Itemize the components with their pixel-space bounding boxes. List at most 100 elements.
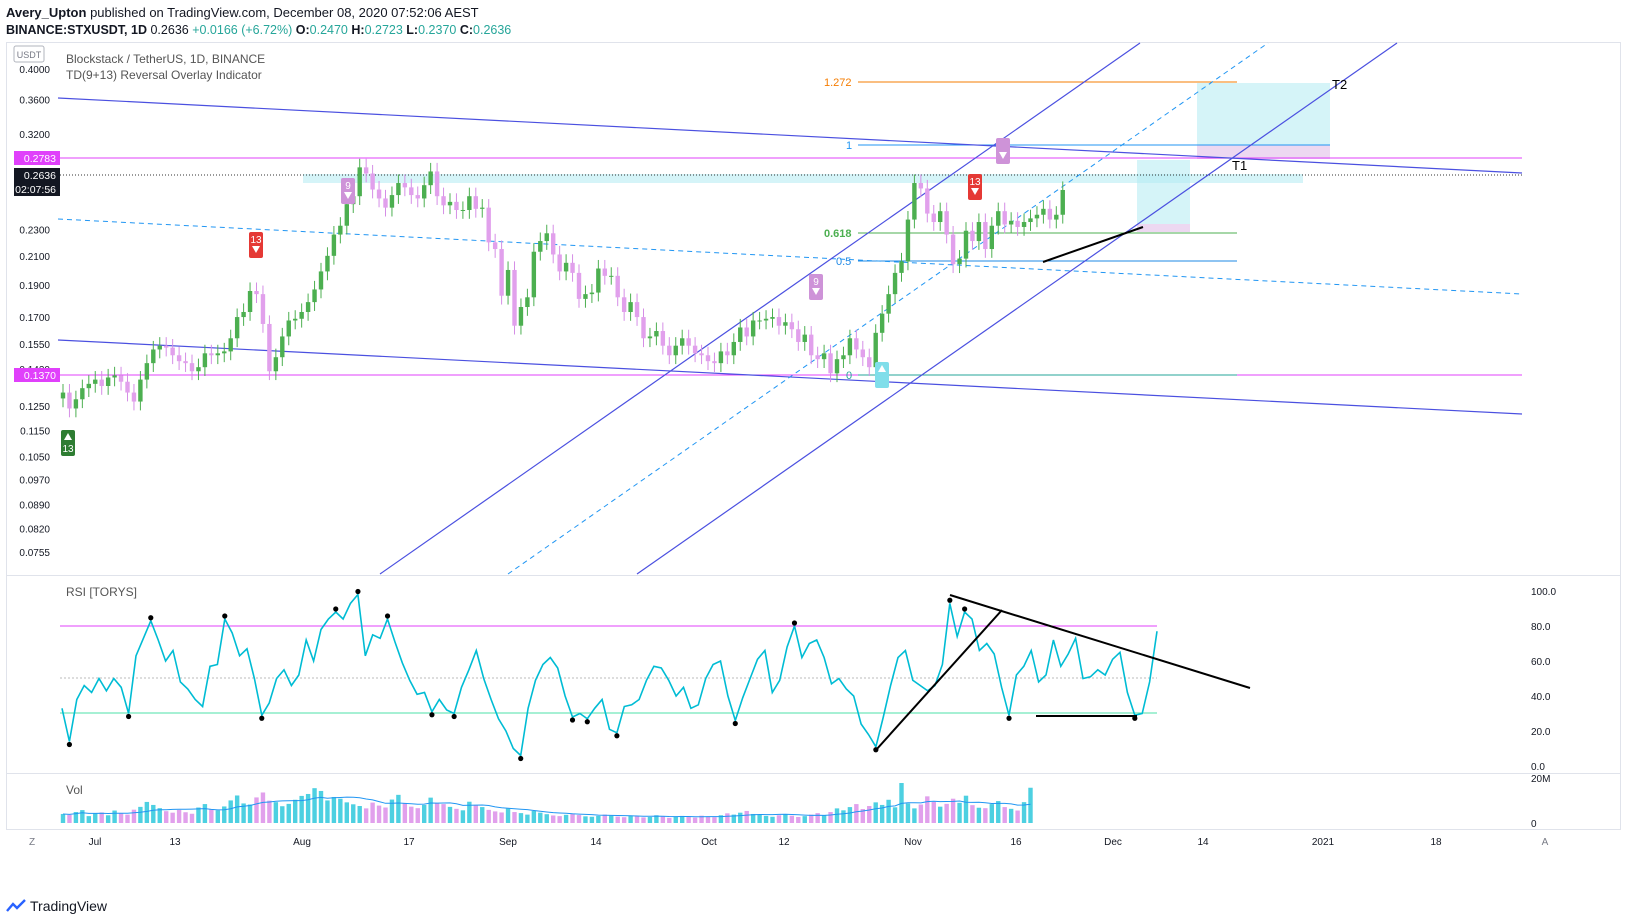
volume-bar — [305, 793, 311, 823]
footer-brand[interactable]: TradingView — [6, 898, 107, 914]
candle-body — [938, 211, 943, 223]
volume-bar — [738, 812, 743, 823]
candle-body — [738, 327, 743, 342]
support-price-label: 0.1370 — [24, 370, 56, 382]
ascending-channel-bottom[interactable] — [636, 42, 1398, 575]
candle-body — [80, 388, 85, 400]
volume-bar — [293, 799, 298, 823]
volume-bar — [267, 800, 272, 823]
candle-body — [234, 317, 240, 339]
candle-body — [164, 345, 169, 348]
candle-body — [202, 353, 208, 368]
time-tick-label: 14 — [590, 837, 602, 848]
candle-body — [757, 320, 762, 322]
volume-pane[interactable] — [6, 773, 1621, 830]
candle-body — [692, 345, 698, 354]
descending-channel-top[interactable] — [57, 97, 1523, 174]
candles[interactable] — [60, 158, 1065, 418]
volume-bar — [260, 792, 266, 823]
candle-body — [499, 249, 504, 296]
rsi-trend-down[interactable] — [949, 594, 1251, 689]
time-tick-label: Aug — [293, 837, 311, 848]
candle-body — [1047, 208, 1053, 220]
candle-body — [1015, 220, 1020, 227]
volume-bar — [286, 803, 291, 823]
volume-axis[interactable]: 20M 0 — [1531, 774, 1550, 830]
rsi-pivot-dot — [614, 733, 620, 739]
candle-body — [254, 291, 259, 295]
pane-title: Blockstack / TetherUS, 1D, BINANCE — [66, 52, 266, 66]
td-marker-9-sell[interactable] — [996, 138, 1010, 164]
volume-bar — [499, 812, 504, 823]
candle-body — [222, 351, 227, 354]
candle-body — [667, 345, 672, 356]
price-tick-label: 0.1550 — [19, 340, 50, 351]
candle-body — [634, 302, 640, 318]
candle-body — [615, 275, 620, 298]
candle-body — [1008, 220, 1014, 225]
volume-bar — [409, 806, 414, 823]
td-marker-13-sell[interactable]: 13 — [249, 232, 263, 258]
ascending-channel-top[interactable] — [379, 42, 1141, 575]
volume-bar — [80, 810, 85, 823]
timezone-icon[interactable]: Z — [29, 837, 35, 848]
volume-bar — [609, 815, 614, 823]
volume-bar — [931, 801, 936, 823]
volume-bar — [834, 808, 840, 823]
volume-bar — [621, 817, 627, 823]
author-name[interactable]: Avery_Upton — [6, 5, 87, 20]
rsi-trend-up[interactable] — [875, 609, 1003, 751]
volume-tick-label: 20M — [1531, 774, 1550, 785]
volume-bar — [183, 812, 188, 823]
candle-body — [241, 311, 246, 318]
volume-bar — [299, 795, 304, 823]
candle-body — [286, 320, 291, 337]
candle-body — [331, 234, 337, 256]
auto-scale-icon[interactable]: A — [1542, 837, 1549, 848]
rsi-pivot-dot — [451, 713, 457, 720]
volume-bar — [492, 811, 498, 823]
volume-bar — [634, 816, 640, 823]
volume-bars — [60, 783, 1033, 823]
volume-bar — [241, 803, 246, 823]
candle-body — [1034, 214, 1040, 219]
volume-bar — [744, 810, 749, 823]
rsi-axis[interactable]: 100.0 80.0 60.0 40.0 20.0 0.0 — [1531, 587, 1556, 773]
candle-body — [744, 327, 749, 337]
rsi-tick-label: 80.0 — [1531, 622, 1551, 633]
fib-label-0618: 0.618 — [824, 228, 852, 240]
time-axis[interactable]: Jul 13 Aug 17 Sep 14 Oct 12 Nov 16 Dec 14 2021 18 — [89, 837, 1442, 848]
td-marker-9-sell[interactable]: 9 — [341, 178, 355, 204]
td-marker-9-sell[interactable]: 9 — [809, 274, 823, 300]
candle-body — [963, 230, 969, 259]
td-marker-13-buy[interactable]: 13 — [61, 430, 75, 456]
rsi-pivot-dot — [66, 741, 72, 748]
td-marker-13-sell[interactable]: 13 — [968, 174, 982, 200]
candle-body — [725, 351, 730, 356]
td-marker-9-buy[interactable] — [875, 362, 889, 388]
target-zone-t1 — [1137, 160, 1190, 224]
candle-body — [705, 355, 711, 362]
volume-bar — [60, 813, 66, 823]
volume-bar — [518, 813, 524, 823]
volume-bar — [712, 817, 717, 823]
candle-body — [118, 375, 124, 382]
descending-channel-mid[interactable] — [57, 218, 1523, 295]
volume-bar — [667, 817, 672, 823]
price-axis[interactable]: 0.4000 0.3600 0.3200 0.2300 0.2100 0.1900 0.17… — [19, 65, 50, 559]
candle-body — [660, 331, 666, 346]
candle-body — [138, 379, 143, 402]
volume-bar — [854, 804, 859, 823]
wedge-support-line[interactable] — [1042, 226, 1144, 263]
candle-body — [1060, 189, 1065, 215]
candle-body — [151, 349, 156, 364]
rsi-line[interactable] — [61, 592, 1158, 758]
candle-body — [1002, 211, 1007, 225]
volume-bar — [673, 816, 678, 823]
volume-bar — [796, 816, 801, 823]
volume-bar — [989, 804, 994, 823]
time-tick-label: 16 — [1010, 837, 1022, 848]
